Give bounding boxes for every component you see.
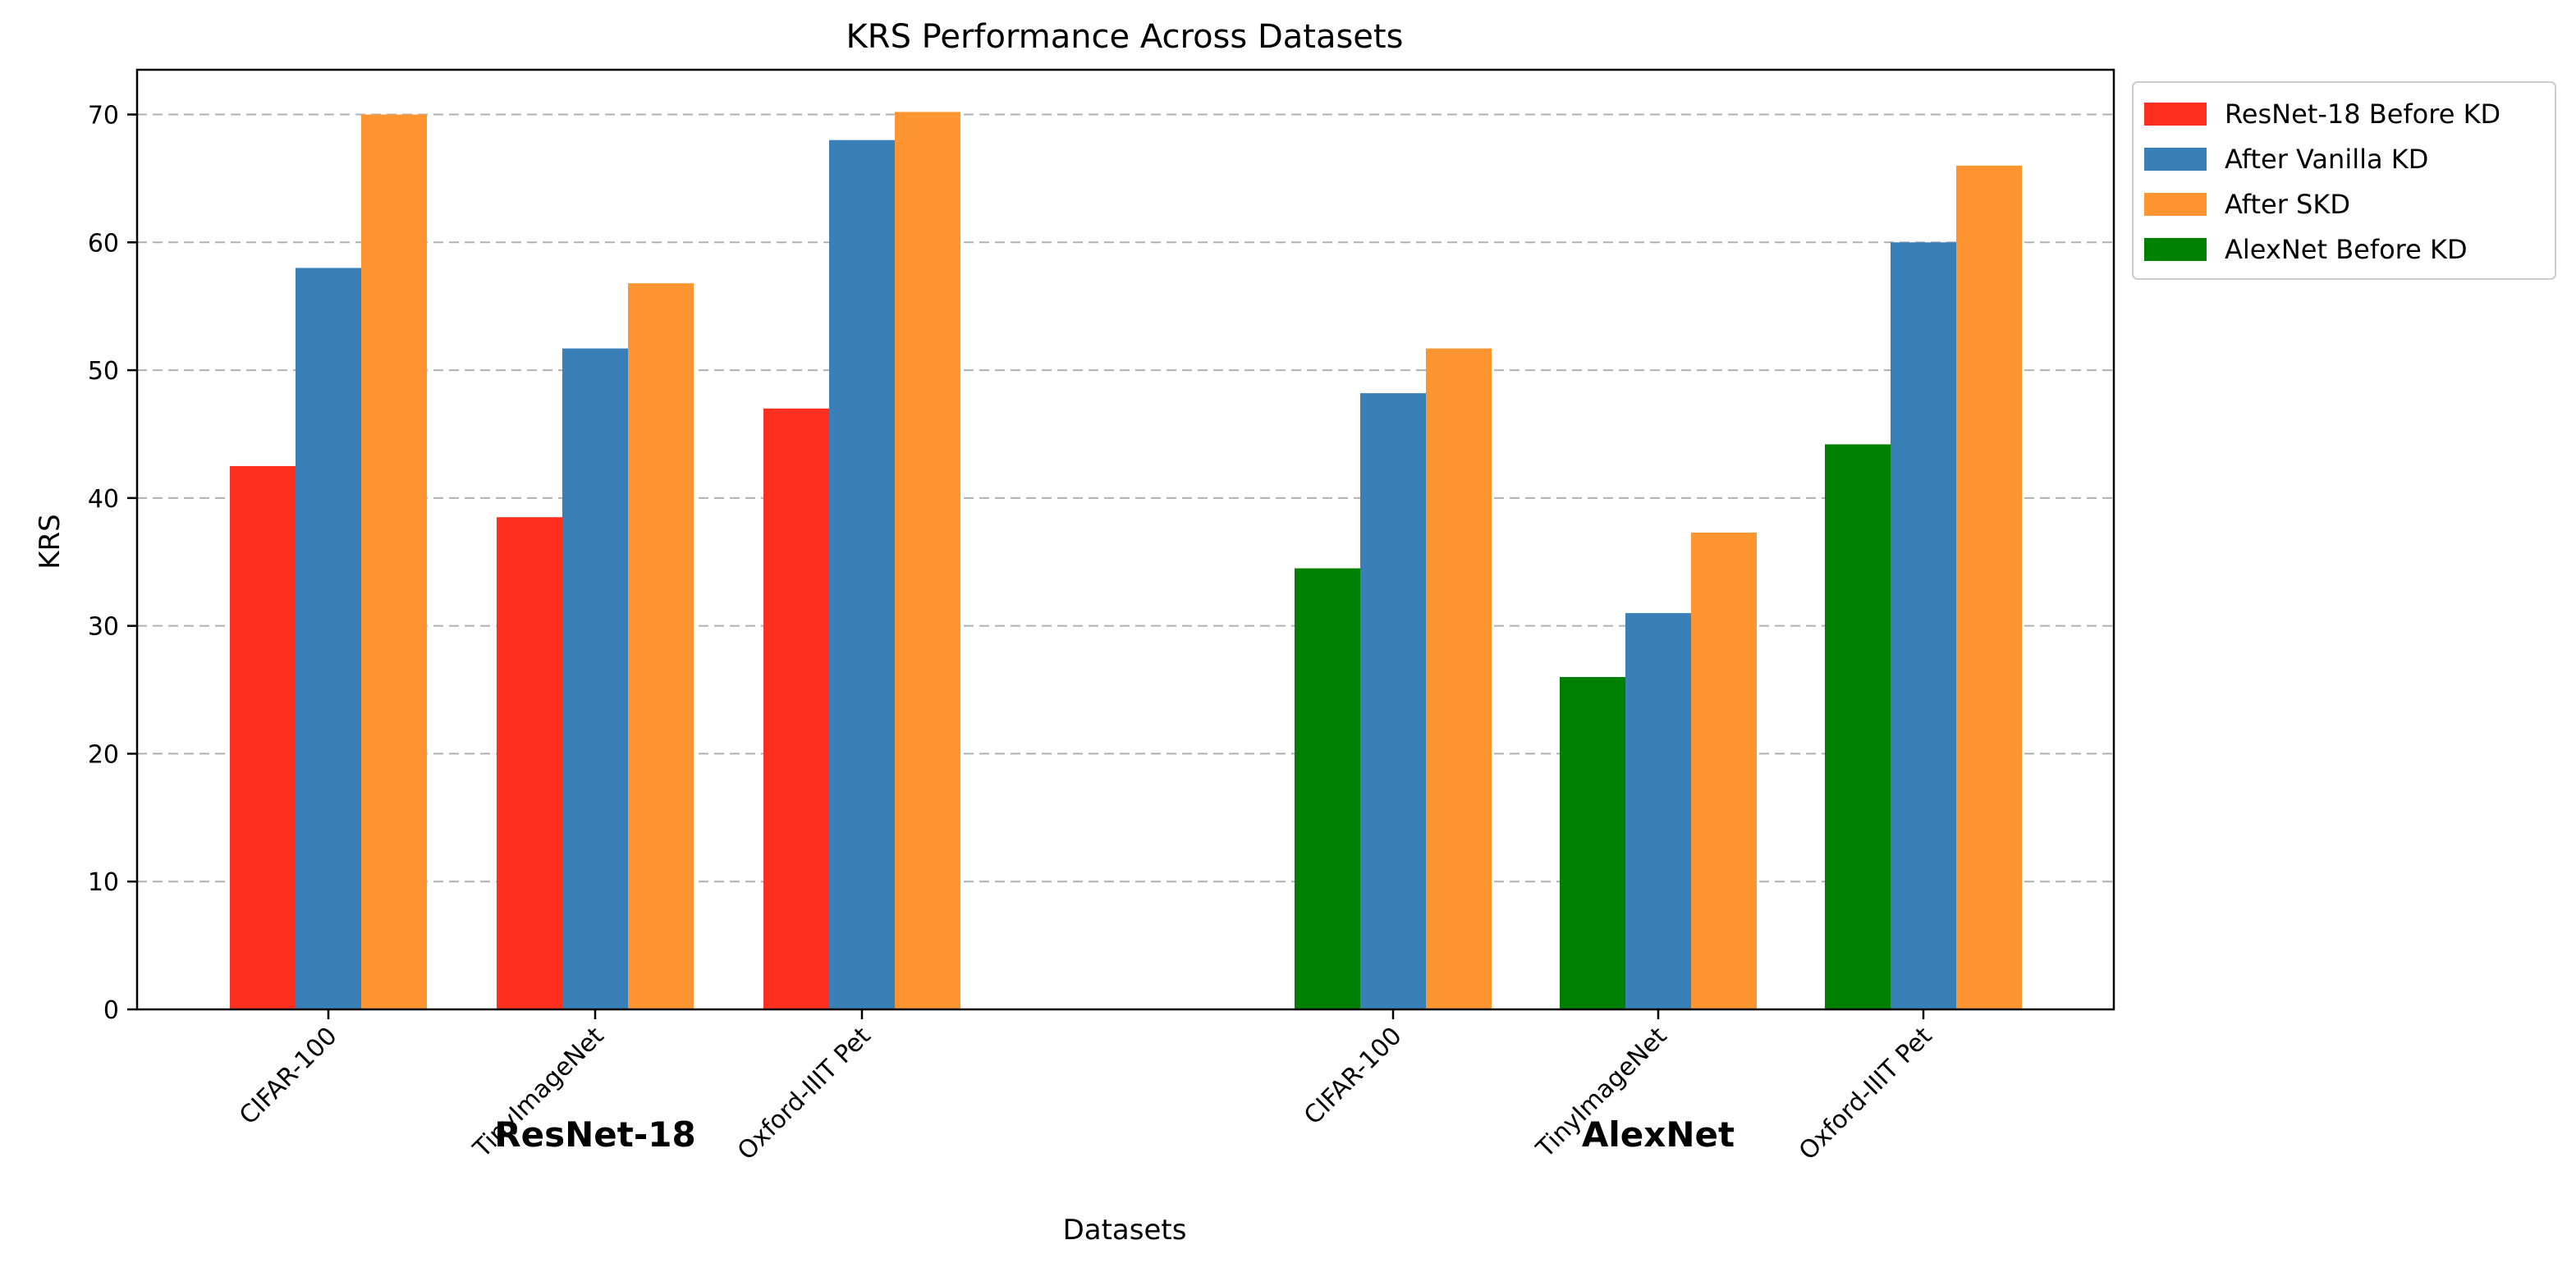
bar-alexnet-tinyimagenet-alexnet-before-kd	[1560, 676, 1625, 1009]
bar-alexnet-cifar-100-after-skd	[1426, 348, 1492, 1009]
legend-swatch	[2144, 148, 2207, 171]
grid-layer	[137, 113, 2114, 883]
y-tick-label: 30	[88, 613, 119, 642]
x-axis-label: Datasets	[1063, 1214, 1187, 1247]
y-tick-label: 40	[88, 485, 119, 514]
bars-layer	[230, 112, 2022, 1010]
bar-alexnet-tinyimagenet-after-vanilla-kd	[1625, 613, 1691, 1009]
legend-label: After Vanilla KD	[2225, 144, 2428, 175]
legend-label: AlexNet Before KD	[2225, 234, 2468, 265]
bar-resnet-18-oxford-iiit-pet-after-vanilla-kd	[829, 140, 895, 1009]
group-label-resnet-18: ResNet-18	[494, 1114, 695, 1155]
legend-swatch	[2144, 193, 2207, 216]
bar-alexnet-cifar-100-after-vanilla-kd	[1360, 393, 1426, 1009]
legend-label: ResNet-18 Before KD	[2225, 98, 2500, 130]
group-label-alexnet: AlexNet	[1582, 1114, 1735, 1155]
bar-resnet-18-cifar-100-resnet-18-before-kd	[230, 465, 296, 1009]
chart-title: KRS Performance Across Datasets	[846, 18, 1404, 56]
legend-swatch	[2144, 103, 2207, 126]
bar-alexnet-oxford-iiit-pet-alexnet-before-kd	[1825, 444, 1891, 1009]
x-tick-label: CIFAR-100	[234, 1022, 343, 1131]
bar-alexnet-oxford-iiit-pet-after-skd	[1956, 165, 2022, 1010]
y-tick-label: 0	[103, 996, 119, 1025]
bar-resnet-18-cifar-100-after-vanilla-kd	[296, 268, 361, 1009]
y-tick-label: 20	[88, 740, 119, 769]
y-axis-label: KRS	[34, 514, 66, 570]
y-axis-ticks: 0 10 20 30 40 50 60 70	[88, 102, 137, 1025]
x-tick-label: Oxford-IIIT Pet	[732, 1022, 877, 1166]
bar-resnet-18-oxford-iiit-pet-after-skd	[895, 112, 960, 1009]
legend: ResNet-18 Before KD After Vanilla KD After…	[2132, 81, 2556, 280]
legend-box	[2132, 81, 2556, 280]
x-tick-label: Oxford-IIIT Pet	[1794, 1022, 1938, 1166]
y-tick-label: 60	[88, 229, 119, 258]
x-tick-label: CIFAR-100	[1299, 1022, 1408, 1131]
bar-alexnet-oxford-iiit-pet-after-vanilla-kd	[1891, 242, 1956, 1009]
bar-resnet-18-oxford-iiit-pet-resnet-18-before-kd	[763, 408, 829, 1009]
bar-alexnet-cifar-100-alexnet-before-kd	[1295, 568, 1360, 1009]
bar-resnet-18-tinyimagenet-after-vanilla-kd	[562, 348, 628, 1009]
bar-resnet-18-tinyimagenet-resnet-18-before-kd	[497, 517, 562, 1009]
bar-resnet-18-tinyimagenet-after-skd	[628, 283, 694, 1009]
plot-frame	[135, 68, 2115, 1011]
legend-swatch	[2144, 238, 2207, 261]
legend-label: After SKD	[2225, 189, 2350, 220]
y-tick-label: 70	[88, 102, 119, 130]
bar-resnet-18-cifar-100-after-skd	[361, 114, 427, 1009]
y-tick-label: 50	[88, 357, 119, 386]
y-tick-label: 10	[88, 868, 119, 897]
group-labels: ResNet-18 AlexNet	[494, 1114, 1735, 1155]
bar-alexnet-tinyimagenet-after-skd	[1691, 532, 1757, 1009]
